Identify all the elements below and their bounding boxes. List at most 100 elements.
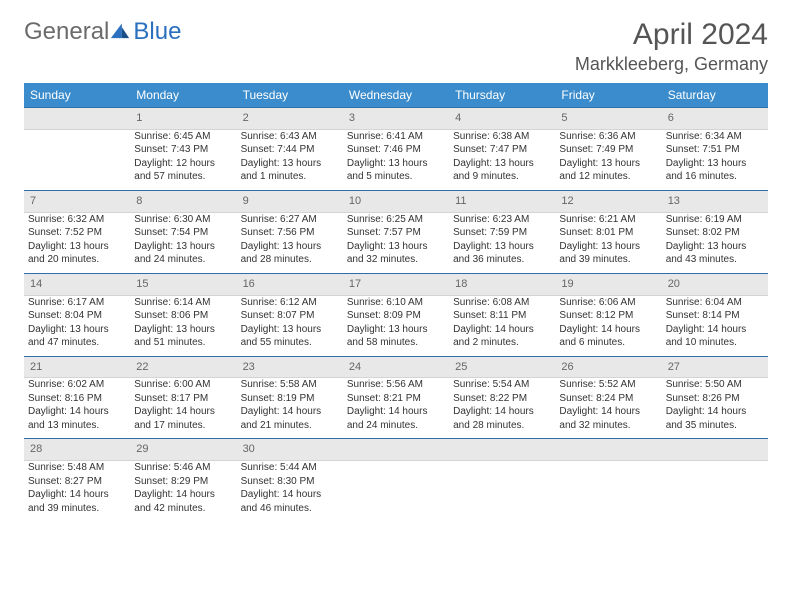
day-detail-line: Sunset: 7:46 PM: [347, 143, 445, 157]
day-detail-line: and 32 minutes.: [347, 253, 445, 267]
day-detail-line: and 10 minutes.: [666, 336, 764, 350]
day-detail-line: Daylight: 14 hours: [559, 405, 657, 419]
day-content-cell: Sunrise: 6:17 AMSunset: 8:04 PMDaylight:…: [24, 295, 130, 356]
day-detail-line: Sunrise: 6:32 AM: [28, 213, 126, 227]
day-number-cell: 6: [662, 108, 768, 130]
day-detail-line: Sunset: 8:16 PM: [28, 392, 126, 406]
day-detail-line: and 35 minutes.: [666, 419, 764, 433]
day-content-cell: Sunrise: 6:27 AMSunset: 7:56 PMDaylight:…: [237, 212, 343, 273]
title-block: April 2024 Markkleeberg, Germany: [575, 18, 768, 75]
day-detail-line: Sunrise: 5:54 AM: [453, 378, 551, 392]
day-detail-line: Daylight: 12 hours: [134, 157, 232, 171]
day-detail-line: Sunset: 7:44 PM: [241, 143, 339, 157]
location-label: Markkleeberg, Germany: [575, 54, 768, 75]
day-detail-line: Sunrise: 6:02 AM: [28, 378, 126, 392]
day-number-cell: 1: [130, 108, 236, 130]
day-number-cell: 26: [555, 356, 661, 378]
day-number-cell: [449, 439, 555, 461]
day-detail-line: Daylight: 14 hours: [28, 488, 126, 502]
day-content-cell: [24, 129, 130, 190]
day-detail-line: and 39 minutes.: [28, 502, 126, 516]
day-detail-line: Daylight: 14 hours: [241, 488, 339, 502]
day-content-cell: [555, 461, 661, 522]
day-detail-line: Daylight: 13 hours: [134, 240, 232, 254]
day-number-cell: 10: [343, 190, 449, 212]
day-detail-line: Sunrise: 6:06 AM: [559, 296, 657, 310]
day-number-cell: 19: [555, 273, 661, 295]
day-content-row: Sunrise: 6:45 AMSunset: 7:43 PMDaylight:…: [24, 129, 768, 190]
day-number-row: 78910111213: [24, 190, 768, 212]
day-number-cell: 4: [449, 108, 555, 130]
day-detail-line: and 13 minutes.: [28, 419, 126, 433]
day-detail-line: Daylight: 14 hours: [134, 488, 232, 502]
day-content-cell: Sunrise: 6:10 AMSunset: 8:09 PMDaylight:…: [343, 295, 449, 356]
day-detail-line: Daylight: 13 hours: [28, 240, 126, 254]
day-content-cell: Sunrise: 6:43 AMSunset: 7:44 PMDaylight:…: [237, 129, 343, 190]
day-detail-line: Daylight: 14 hours: [666, 323, 764, 337]
day-number-cell: 3: [343, 108, 449, 130]
day-number-cell: 30: [237, 439, 343, 461]
day-content-row: Sunrise: 6:17 AMSunset: 8:04 PM Daylight:…: [24, 295, 768, 356]
day-number-cell: 11: [449, 190, 555, 212]
day-content-cell: Sunrise: 6:00 AMSunset: 8:17 PMDaylight:…: [130, 378, 236, 439]
day-content-cell: Sunrise: 6:08 AMSunset: 8:11 PMDaylight:…: [449, 295, 555, 356]
day-detail-line: and 12 minutes.: [559, 170, 657, 184]
day-detail-line: Sunset: 7:43 PM: [134, 143, 232, 157]
day-number-cell: 23: [237, 356, 343, 378]
day-detail-line: and 9 minutes.: [453, 170, 551, 184]
day-detail-line: Sunrise: 5:52 AM: [559, 378, 657, 392]
day-detail-line: and 28 minutes.: [241, 253, 339, 267]
day-detail-line: Sunrise: 5:44 AM: [241, 461, 339, 475]
day-number-cell: 12: [555, 190, 661, 212]
calendar-body: 123456Sunrise: 6:45 AMSunset: 7:43 PMDay…: [24, 108, 768, 522]
day-detail-line: Sunset: 7:49 PM: [559, 143, 657, 157]
day-detail-line: Daylight: 13 hours: [453, 157, 551, 171]
day-detail-line: Sunrise: 6:23 AM: [453, 213, 551, 227]
day-content-cell: Sunrise: 6:02 AMSunset: 8:16 PMDaylight:…: [24, 378, 130, 439]
day-number-cell: 21: [24, 356, 130, 378]
logo-text-blue: Blue: [133, 18, 181, 46]
day-detail-line: Sunrise: 6:41 AM: [347, 130, 445, 144]
day-detail-line: Sunset: 8:04 PM: [28, 309, 126, 323]
day-detail-line: Sunset: 8:01 PM: [559, 226, 657, 240]
day-detail-line: Sunrise: 5:58 AM: [241, 378, 339, 392]
day-detail-line: Sunrise: 6:17 AM: [28, 296, 126, 310]
day-detail-line: and 21 minutes.: [241, 419, 339, 433]
day-content-cell: [449, 461, 555, 522]
day-detail-line: Sunrise: 6:10 AM: [347, 296, 445, 310]
day-number-row: 14151617181920: [24, 273, 768, 295]
day-number-row: 123456: [24, 108, 768, 130]
logo: General Blue: [24, 18, 181, 46]
day-detail-line: Sunset: 7:57 PM: [347, 226, 445, 240]
day-number-cell: 14: [24, 273, 130, 295]
day-detail-line: Daylight: 13 hours: [666, 157, 764, 171]
weekday-saturday: Saturday: [662, 83, 768, 108]
month-title: April 2024: [575, 18, 768, 52]
day-detail-line: Sunrise: 6:08 AM: [453, 296, 551, 310]
day-detail-line: Sunset: 8:30 PM: [241, 475, 339, 489]
day-detail-line: Sunrise: 6:14 AM: [134, 296, 232, 310]
day-detail-line: Sunrise: 6:30 AM: [134, 213, 232, 227]
day-detail-line: Sunset: 8:14 PM: [666, 309, 764, 323]
day-content-cell: Sunrise: 6:04 AMSunset: 8:14 PMDaylight:…: [662, 295, 768, 356]
day-detail-line: Daylight: 14 hours: [134, 405, 232, 419]
day-detail-line: and 36 minutes.: [453, 253, 551, 267]
day-detail-line: Sunset: 7:54 PM: [134, 226, 232, 240]
day-number-cell: 16: [237, 273, 343, 295]
weekday-wednesday: Wednesday: [343, 83, 449, 108]
weekday-friday: Friday: [555, 83, 661, 108]
day-detail-line: Daylight: 14 hours: [347, 405, 445, 419]
day-content-cell: Sunrise: 6:36 AMSunset: 7:49 PMDaylight:…: [555, 129, 661, 190]
day-detail-line: Sunrise: 6:38 AM: [453, 130, 551, 144]
day-detail-line: Daylight: 13 hours: [453, 240, 551, 254]
day-detail-line: Sunset: 7:59 PM: [453, 226, 551, 240]
day-detail-line: and 24 minutes.: [347, 419, 445, 433]
day-detail-line: Sunset: 8:27 PM: [28, 475, 126, 489]
day-detail-line: Daylight: 14 hours: [559, 323, 657, 337]
day-detail-line: Sunrise: 6:12 AM: [241, 296, 339, 310]
day-detail-line: and 42 minutes.: [134, 502, 232, 516]
day-number-cell: [662, 439, 768, 461]
day-number-cell: 28: [24, 439, 130, 461]
day-detail-line: and 16 minutes.: [666, 170, 764, 184]
logo-text-general: General: [24, 18, 109, 46]
